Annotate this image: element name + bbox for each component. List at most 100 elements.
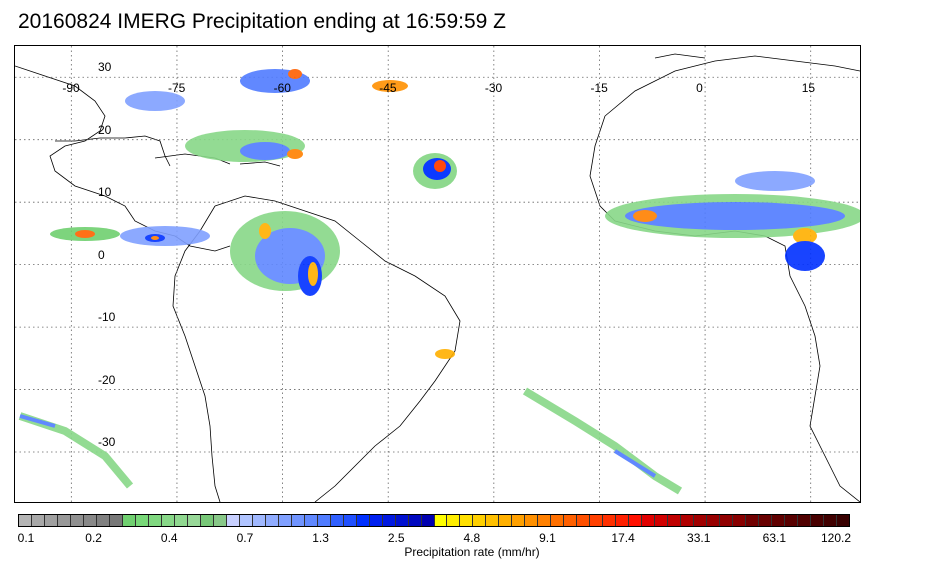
colorbar-swatch bbox=[174, 515, 188, 526]
coastline-africa bbox=[589, 55, 860, 502]
colorbar-swatch bbox=[265, 515, 279, 526]
colorbar-tick-label: 1.3 bbox=[312, 531, 329, 545]
gridlines bbox=[15, 46, 860, 502]
colorbar-swatch bbox=[356, 515, 370, 526]
lat-tick-label: -20 bbox=[98, 372, 116, 387]
colorbar-swatch bbox=[538, 515, 552, 526]
coastline-florida-gulf bbox=[55, 135, 171, 167]
lon-tick-label: -30 bbox=[484, 81, 503, 95]
colorbar-swatch bbox=[135, 515, 149, 526]
coastlines bbox=[15, 53, 860, 502]
colorbar-tick-label: 63.1 bbox=[762, 531, 787, 545]
colorbar-swatch bbox=[603, 515, 617, 526]
colorbar-tick-label: 4.8 bbox=[463, 531, 481, 545]
colorbar-swatch bbox=[655, 515, 669, 526]
colorbar-swatch bbox=[642, 515, 656, 526]
colorbar-swatch bbox=[395, 515, 409, 526]
precip-itcz-atlantic bbox=[50, 226, 210, 246]
lat-tick-label: 20 bbox=[98, 122, 112, 137]
colorbar-swatch bbox=[408, 515, 422, 526]
colorbar-tick-label: 0.4 bbox=[160, 531, 178, 545]
colorbar-swatch bbox=[19, 515, 32, 526]
colorbar-swatch bbox=[304, 515, 318, 526]
coastline-hispaniola bbox=[239, 161, 281, 167]
coastline-south-america bbox=[172, 195, 461, 502]
colorbar-swatch bbox=[239, 515, 253, 526]
colorbar-label: Precipitation rate (mm/hr) bbox=[404, 545, 540, 559]
colorbar-swatch bbox=[330, 515, 344, 526]
colorbar-tick-label: 0.1 bbox=[17, 531, 35, 545]
colorbar-swatch bbox=[213, 515, 227, 526]
colorbar-swatch bbox=[590, 515, 604, 526]
colorbar-swatch bbox=[473, 515, 487, 526]
colorbar-swatch bbox=[785, 515, 799, 526]
colorbar-swatch bbox=[252, 515, 266, 526]
colorbar-swatch bbox=[694, 515, 708, 526]
colorbar-swatch bbox=[616, 515, 630, 526]
colorbar-swatch bbox=[187, 515, 201, 526]
colorbar-swatch bbox=[122, 515, 136, 526]
colorbar-swatch bbox=[317, 515, 331, 526]
colorbar-swatch bbox=[512, 515, 526, 526]
colorbar-swatch bbox=[70, 515, 84, 526]
colorbar-swatch bbox=[837, 515, 849, 526]
lon-tick-label: -15 bbox=[590, 81, 608, 95]
colorbar-swatch bbox=[668, 515, 682, 526]
precipitation-map bbox=[14, 45, 861, 503]
colorbar-tick-label: 33.1 bbox=[687, 531, 711, 545]
colorbar-swatch bbox=[148, 515, 162, 526]
colorbar-swatch bbox=[161, 515, 175, 526]
colorbar-tick-label: 9.1 bbox=[539, 531, 556, 545]
colorbar-tick-label: 17.4 bbox=[611, 531, 635, 545]
page-title: 20160824 IMERG Precipitation ending at 1… bbox=[18, 10, 506, 33]
colorbar-tick-label: 0.2 bbox=[85, 531, 102, 545]
colorbar-swatch bbox=[44, 515, 58, 526]
colorbar-swatch bbox=[460, 515, 474, 526]
lat-tick-label: 10 bbox=[98, 185, 112, 200]
colorbar-tick-label: 120.2 bbox=[820, 531, 852, 545]
colorbar-swatch bbox=[486, 515, 500, 526]
colorbar-tick-label: 2.5 bbox=[387, 531, 405, 545]
precip-caribbean bbox=[125, 69, 408, 162]
colorbar-swatch bbox=[447, 515, 461, 526]
lon-tick-label: -45 bbox=[379, 81, 397, 95]
colorbar-swatch bbox=[96, 515, 110, 526]
colorbar-swatch bbox=[720, 515, 734, 526]
colorbar-swatch bbox=[31, 515, 45, 526]
coastline-iberia bbox=[654, 53, 706, 59]
map-canvas bbox=[15, 46, 860, 502]
colorbar-swatch bbox=[577, 515, 591, 526]
colorbar bbox=[18, 514, 850, 527]
colorbar-swatch bbox=[434, 515, 448, 526]
colorbar-swatch bbox=[83, 515, 97, 526]
colorbar-swatch bbox=[746, 515, 760, 526]
colorbar-swatch bbox=[421, 515, 435, 526]
colorbar-swatch bbox=[564, 515, 578, 526]
colorbar-tick-label: 0.7 bbox=[236, 531, 254, 545]
colorbar-swatch bbox=[226, 515, 240, 526]
precip-hurricane bbox=[413, 153, 457, 189]
lon-tick-label: 15 bbox=[801, 81, 816, 95]
colorbar-swatch bbox=[681, 515, 695, 526]
lon-tick-label: -90 bbox=[62, 81, 80, 95]
precip-west-africa bbox=[605, 171, 860, 271]
precip-amazon bbox=[230, 211, 340, 296]
colorbar-swatch bbox=[733, 515, 747, 526]
colorbar-swatch bbox=[824, 515, 838, 526]
colorbar-swatch bbox=[291, 515, 305, 526]
lat-tick-label: 0 bbox=[98, 247, 105, 262]
colorbar-swatch bbox=[811, 515, 825, 526]
colorbar-swatch bbox=[382, 515, 396, 526]
colorbar-swatch bbox=[707, 515, 721, 526]
lat-tick-label: 30 bbox=[98, 60, 112, 75]
lat-tick-label: -30 bbox=[98, 435, 116, 450]
colorbar-swatch bbox=[525, 515, 539, 526]
colorbar-swatch bbox=[629, 515, 643, 526]
lat-tick-label: -10 bbox=[98, 310, 116, 325]
colorbar-swatch bbox=[369, 515, 383, 526]
lon-tick-label: 0 bbox=[696, 81, 703, 95]
colorbar-swatch bbox=[759, 515, 773, 526]
colorbar-swatch bbox=[772, 515, 786, 526]
colorbar-swatch bbox=[343, 515, 357, 526]
colorbar-swatch bbox=[278, 515, 292, 526]
